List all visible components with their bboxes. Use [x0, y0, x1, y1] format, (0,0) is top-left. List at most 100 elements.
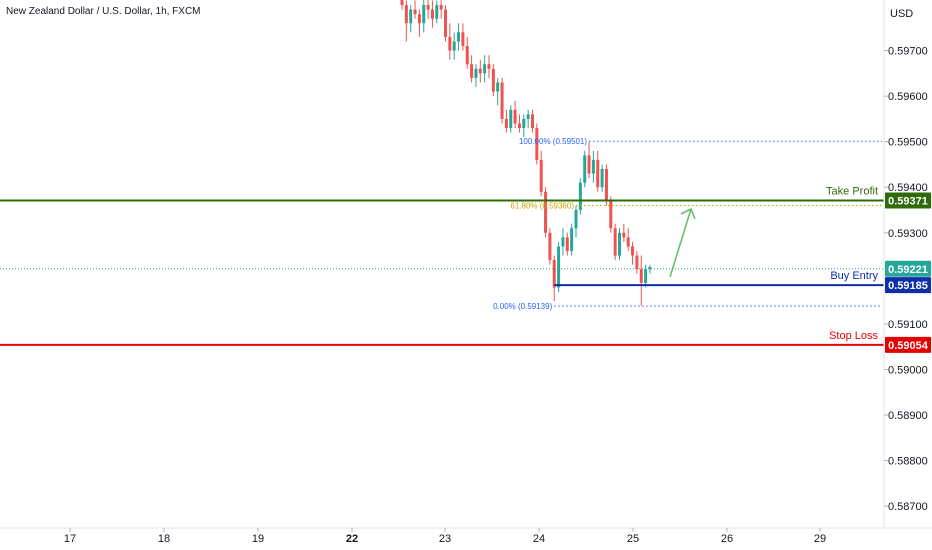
candle-body	[439, 5, 443, 10]
candle-body	[435, 5, 439, 19]
last-price-tag	[885, 260, 931, 277]
candle-body	[548, 232, 552, 261]
level-price-tag	[885, 192, 931, 209]
candle-body	[452, 41, 456, 51]
candle-body	[474, 68, 478, 78]
fib-level-label: 61.80% (0.59360)	[510, 201, 574, 210]
candle-body	[574, 210, 578, 229]
candle-body	[500, 82, 504, 119]
x-tick-label: 25	[627, 533, 639, 545]
y-tick-label: 0.58700	[888, 501, 928, 513]
x-tick-label: 23	[439, 533, 451, 545]
candle-body	[552, 260, 556, 288]
candle-body	[613, 228, 617, 256]
level-price-tag-text: 0.59054	[888, 340, 929, 352]
x-tick-label: 26	[721, 533, 733, 545]
fib-level-label: 100.00% (0.59501)	[519, 137, 587, 146]
y-tick-label: 0.59600	[888, 91, 928, 103]
level-label: Stop Loss	[829, 330, 878, 342]
x-tick-label: 29	[814, 533, 826, 545]
y-tick-label: 0.59500	[888, 137, 928, 149]
currency-label[interactable]: USD	[890, 8, 913, 20]
candle-body	[496, 82, 500, 92]
candle-body	[635, 255, 639, 270]
candle-body	[535, 128, 539, 160]
candle-body	[461, 32, 465, 47]
fib-level-label: 0.00% (0.59139)	[493, 302, 552, 311]
candle-body	[426, 5, 430, 10]
y-tick-label: 0.58900	[888, 410, 928, 422]
y-tick-label: 0.59300	[888, 228, 928, 240]
candle-body	[539, 159, 543, 192]
candle-body	[470, 64, 474, 78]
candle-body	[544, 191, 548, 233]
x-tick-label: 18	[158, 533, 170, 545]
candle-body	[639, 269, 643, 283]
candle-body	[478, 68, 482, 74]
candle-body	[583, 155, 587, 183]
candle-body	[504, 118, 508, 129]
candle-body	[570, 228, 574, 252]
y-tick-label: 0.59700	[888, 46, 928, 58]
candle-body	[448, 36, 452, 51]
candle-body	[400, 0, 404, 6]
candle-body	[618, 232, 621, 256]
candle-body	[444, 9, 447, 37]
level-price-tag-text: 0.59371	[888, 195, 928, 207]
last-price-tag-text: 0.59221	[888, 264, 928, 276]
x-tick-label: 24	[533, 533, 545, 545]
candle-body	[430, 9, 434, 19]
candle-body	[517, 123, 521, 129]
candle-body	[509, 109, 513, 129]
y-tick-label: 0.59100	[888, 319, 928, 331]
candle-body	[622, 232, 626, 238]
candle-body	[457, 32, 461, 42]
candle-body	[413, 9, 417, 15]
candle-body	[417, 14, 421, 24]
candle-body	[609, 200, 613, 229]
candle-body	[404, 5, 408, 24]
candle-body	[513, 109, 517, 124]
overlays-group: 100.00% (0.59501) 61.80% (0.59360) 0.00% (…	[0, 137, 884, 346]
candles-group	[400, 0, 652, 306]
projection-arrow	[669, 208, 692, 278]
level-label: Buy Entry	[830, 270, 878, 282]
candle-body	[487, 64, 491, 69]
candle-body	[557, 246, 561, 288]
candle-body	[648, 266, 652, 270]
x-tick-label: 19	[252, 533, 264, 545]
candle-body	[596, 159, 600, 188]
candle-body	[578, 182, 582, 211]
price-tags: 0.59371 0.59185 0.59054 0.59221	[885, 192, 931, 353]
candle-body	[600, 169, 604, 188]
candle-body	[491, 68, 495, 92]
candle-body	[587, 155, 591, 174]
level-price-tag	[885, 277, 931, 294]
level-label: Take Profit	[826, 185, 878, 197]
time-axis[interactable]: 17 18 19 22 23 24 25 26 29	[64, 528, 826, 545]
candle-body	[561, 237, 565, 247]
x-tick-label: 17	[64, 533, 76, 545]
candle-body	[626, 237, 630, 247]
chart-title: New Zealand Dollar / U.S. Dollar, 1h, FX…	[6, 6, 201, 17]
y-tick-label: 0.59400	[888, 182, 928, 194]
y-tick-label: 0.58800	[888, 456, 928, 468]
price-axis[interactable]: 0.59700 0.59600 0.59500 0.59400 0.59300 0.591…	[884, 46, 928, 514]
candle-body	[531, 114, 534, 129]
candle-body	[465, 46, 469, 65]
candle-body	[422, 5, 426, 24]
candle-body	[565, 237, 569, 252]
candle-body	[591, 159, 595, 174]
candle-body	[604, 169, 608, 201]
y-tick-label: 0.59000	[888, 364, 928, 376]
x-tick-label: 22	[346, 533, 358, 545]
candle-body	[644, 269, 648, 283]
candle-body	[522, 118, 526, 129]
projection-arrow-head	[680, 207, 696, 220]
level-price-tag-text: 0.59185	[888, 280, 928, 292]
candle-body	[526, 114, 530, 119]
level-price-tag	[885, 336, 931, 353]
candle-body	[631, 246, 635, 256]
